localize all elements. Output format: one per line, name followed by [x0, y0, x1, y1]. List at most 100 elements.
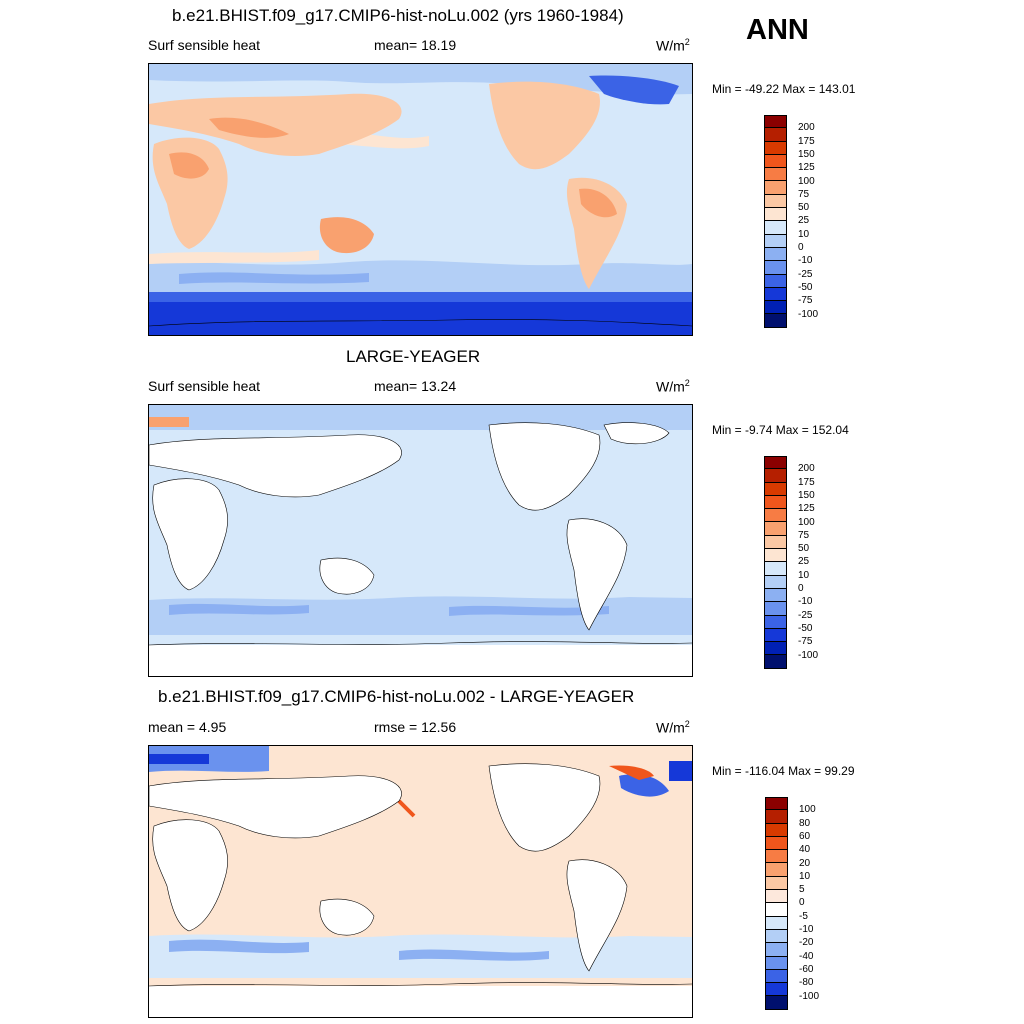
colorbar-label: -100: [798, 649, 819, 661]
colorbar-label: 10: [798, 228, 810, 240]
panel-2-mean: mean= 13.24: [374, 378, 457, 394]
colorbar-swatch: [765, 943, 788, 957]
colorbar-swatch: [765, 996, 788, 1010]
colorbar-label: -10: [798, 255, 813, 267]
colorbar-swatch: [764, 562, 787, 576]
colorbar-swatch: [765, 797, 788, 811]
colorbar-swatch: [764, 642, 787, 656]
eurasia-land: [149, 93, 402, 156]
colorbar-swatch: [764, 469, 787, 483]
colorbar-label: -50: [798, 281, 813, 293]
colorbar-swatch: [765, 929, 788, 944]
colorbar-swatch: [764, 234, 787, 248]
colorbar-swatch: [764, 221, 787, 235]
panel-2-title: LARGE-YEAGER: [346, 347, 481, 366]
panel-3-title: b.e21.BHIST.f09_g17.CMIP6-hist-noLu.002 …: [158, 687, 635, 706]
panel-1-mean: mean= 18.19: [374, 37, 457, 53]
colorbar-label: -10: [799, 924, 814, 935]
colorbar-label: 25: [798, 556, 810, 568]
australia-land: [319, 217, 374, 254]
colorbar-label: -25: [798, 268, 813, 280]
colorbar-label: 75: [798, 188, 810, 200]
north-america-mask: [488, 763, 601, 852]
colorbar-label: 20: [799, 857, 811, 869]
panel-1-map: [148, 63, 693, 336]
colorbar-swatch: [764, 522, 787, 536]
colorbar-swatch: [764, 194, 787, 209]
panel-3-map: [148, 745, 693, 1018]
colorbar-label: -50: [798, 622, 813, 634]
panel-3-mean: mean = 4.95: [148, 719, 227, 735]
colorbar-label: 75: [798, 529, 810, 541]
colorbar-swatch: [765, 969, 788, 984]
africa-mask: [152, 478, 228, 591]
colorbar-swatch: [765, 876, 788, 891]
colorbar-label: -60: [799, 963, 814, 975]
colorbar-swatch: [764, 549, 787, 563]
colorbar-swatch: [764, 602, 787, 616]
colorbar-swatch: [764, 247, 787, 262]
colorbar-swatch: [764, 154, 787, 169]
colorbar-swatch: [764, 615, 787, 629]
panel-3-rmse: rmse = 12.56: [374, 719, 457, 735]
panel-1-variable-label: Surf sensible heat: [148, 37, 261, 53]
eurasia-mask: [149, 775, 402, 839]
colorbar-swatch: [764, 456, 787, 470]
colorbar-swatch: [764, 141, 787, 155]
colorbar-label: -10: [798, 596, 813, 608]
colorbar-label: 50: [798, 202, 810, 214]
colorbar-label: -75: [798, 636, 813, 648]
season-label: ANN: [746, 14, 809, 46]
colorbar-label: 5: [799, 884, 805, 896]
colorbar-label: -40: [799, 950, 814, 962]
colorbar-label: 40: [799, 844, 811, 856]
greenland-cold: [589, 75, 679, 105]
north-america-land: [489, 81, 600, 170]
eurasia-mask: [149, 434, 402, 498]
panel-2-minmax: Min = -9.74 Max = 152.04: [712, 423, 849, 437]
colorbar-swatch: [764, 168, 787, 182]
colorbar-label: 0: [798, 583, 804, 594]
colorbar-label: 125: [798, 162, 815, 174]
colorbar-label: 125: [798, 503, 815, 515]
colorbar-label: 200: [798, 122, 815, 134]
colorbar-swatch: [764, 261, 787, 275]
australia-mask: [319, 898, 375, 936]
colorbar-swatch: [764, 588, 787, 603]
colorbar-swatch: [764, 115, 787, 129]
colorbar-swatch: [764, 655, 787, 669]
colorbar-swatch: [764, 274, 787, 288]
colorbar-swatch: [764, 301, 787, 315]
africa-land: [152, 137, 228, 249]
colorbar-swatch: [764, 208, 787, 222]
colorbar-swatch: [764, 535, 787, 550]
panel-1-minmax: Min = -49.22 Max = 143.01: [712, 82, 856, 96]
colorbar-label: 0: [799, 897, 805, 909]
south-america-mask: [566, 518, 628, 631]
colorbar-swatch: [764, 181, 787, 195]
colorbar-label: 10: [798, 569, 810, 581]
colorbar-swatch: [764, 575, 787, 589]
panel-1-unit: W/m2: [656, 37, 690, 54]
colorbar-label: 175: [798, 135, 815, 147]
panel-2-unit: W/m2: [656, 378, 690, 395]
panel-3-minmax: Min = -116.04 Max = 99.29: [712, 764, 855, 778]
colorbar-swatch: [765, 836, 788, 851]
panel-1-colorbar: 200 175 150 125 100 75 50 25 10 0 -10 -25 -50 -75 -100: [764, 115, 818, 328]
colorbar-swatch: [764, 509, 787, 523]
colorbar-swatch: [764, 287, 787, 302]
colorbar-swatch: [765, 916, 788, 930]
colorbar-swatch: [765, 956, 788, 970]
panel-1-title: b.e21.BHIST.f09_g17.CMIP6-hist-noLu.002 …: [172, 6, 624, 25]
colorbar-label: 150: [798, 148, 815, 160]
africa-mask: [152, 819, 228, 932]
colorbar-label: -25: [798, 609, 813, 621]
panel-2-map: [148, 404, 693, 677]
panel-2-colorbar: 200 175 150 125 100 75 50 25 10 0 -10 -25 -50 -75 -100: [764, 456, 818, 669]
cold-spot-northwest: [149, 754, 209, 764]
panel-3-unit: W/m2: [656, 719, 690, 736]
colorbar-label: 80: [799, 817, 811, 829]
colorbar-swatch: [764, 495, 787, 510]
colorbar-swatch: [765, 823, 788, 837]
colorbar-label: 175: [798, 476, 815, 488]
